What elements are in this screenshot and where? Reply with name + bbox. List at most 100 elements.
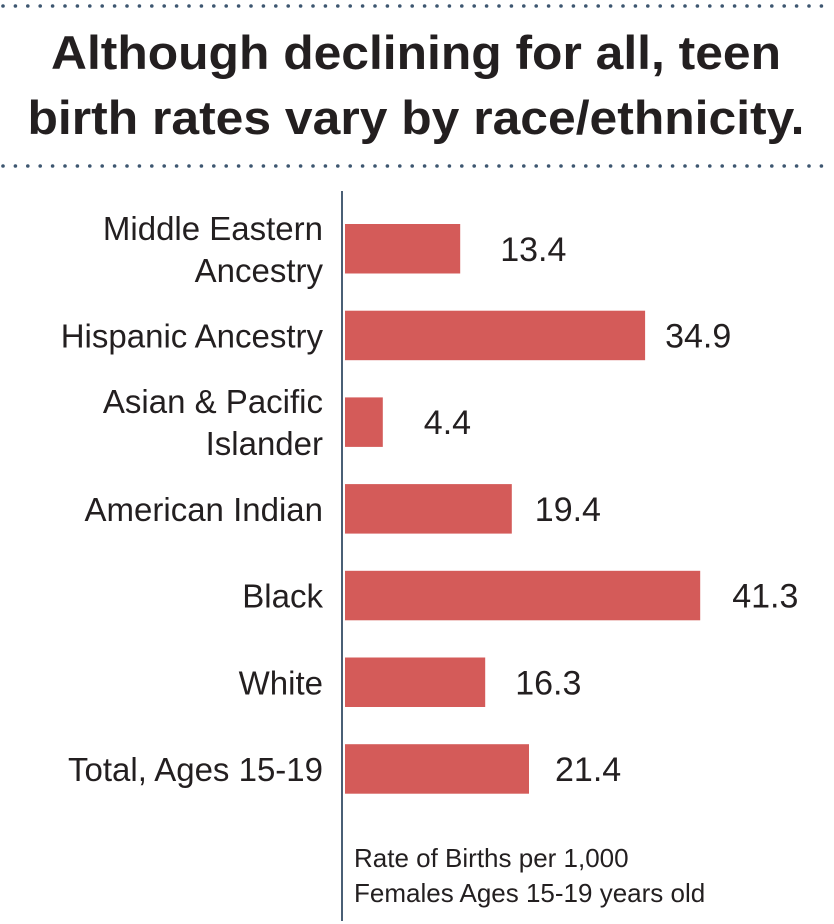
divider-dot bbox=[75, 164, 80, 168]
divider-dot bbox=[695, 4, 700, 8]
divider-dot bbox=[534, 4, 538, 8]
divider-dot bbox=[125, 4, 129, 8]
divider-dot bbox=[695, 164, 700, 168]
divider-dot bbox=[484, 4, 489, 8]
value-label: 34.9 bbox=[665, 317, 731, 355]
divider-dot bbox=[708, 164, 712, 168]
divider-dot bbox=[1, 4, 5, 8]
divider-dot bbox=[422, 164, 427, 168]
divider-dot bbox=[323, 164, 328, 168]
divider-dot bbox=[757, 164, 762, 168]
divider-dot bbox=[509, 164, 514, 168]
divider-dot bbox=[162, 164, 166, 168]
divider-dot bbox=[174, 4, 179, 8]
divider-dot bbox=[360, 164, 365, 168]
divider-dot bbox=[720, 4, 724, 8]
bar bbox=[345, 397, 383, 447]
divider-dot bbox=[75, 4, 80, 8]
divider-dot bbox=[410, 4, 415, 8]
divider-dot bbox=[757, 4, 762, 8]
divider-dot bbox=[819, 4, 824, 8]
axis-note: Rate of Births per 1,000 Females Ages 15… bbox=[354, 843, 705, 908]
divider-dot bbox=[522, 4, 526, 8]
chart-title: Although declining for all, teen birth r… bbox=[28, 26, 805, 144]
divider-dot bbox=[770, 164, 774, 168]
divider-dot bbox=[174, 164, 179, 168]
divider-dot bbox=[311, 164, 315, 168]
category-label: Islander bbox=[206, 425, 323, 462]
divider-dot bbox=[137, 164, 142, 168]
divider-dot bbox=[398, 4, 402, 8]
divider-dot bbox=[187, 4, 191, 8]
divider-dot bbox=[608, 164, 613, 168]
divider-dot bbox=[584, 4, 588, 8]
divider-dot bbox=[447, 4, 452, 8]
divider-dot bbox=[286, 4, 291, 8]
divider-dot bbox=[236, 164, 241, 168]
divider-dot bbox=[336, 4, 340, 8]
divider-dot bbox=[274, 4, 278, 8]
divider-dot bbox=[88, 164, 92, 168]
divider-dot bbox=[571, 4, 576, 8]
divider-dot bbox=[373, 164, 377, 168]
category-label: Middle Eastern bbox=[103, 210, 323, 247]
bar bbox=[345, 224, 461, 274]
divider-dot bbox=[732, 164, 737, 168]
top-dotted-divider bbox=[1, 4, 824, 8]
divider-dot bbox=[286, 164, 291, 168]
divider-dot bbox=[360, 4, 365, 8]
divider-dot bbox=[435, 4, 439, 8]
category-label: Asian & Pacific bbox=[103, 383, 323, 420]
divider-dot bbox=[187, 164, 191, 168]
divider-dot bbox=[794, 4, 799, 8]
divider-dot bbox=[13, 4, 18, 8]
divider-dot bbox=[212, 164, 216, 168]
divider-dot bbox=[311, 4, 315, 8]
divider-dot bbox=[224, 164, 228, 168]
divider-dot bbox=[398, 164, 402, 168]
divider-dot bbox=[249, 164, 253, 168]
divider-dot bbox=[38, 4, 42, 8]
bars bbox=[345, 224, 701, 794]
divider-dot bbox=[150, 164, 154, 168]
bottom-dotted-divider bbox=[1, 164, 824, 168]
category-label: American Indian bbox=[85, 491, 323, 528]
value-labels: 13.4 34.9 4.4 19.4 41.3 16.3 21.4 bbox=[424, 231, 799, 789]
divider-dot bbox=[807, 4, 811, 8]
divider-dot bbox=[460, 4, 464, 8]
divider-dot bbox=[460, 164, 464, 168]
divider-dot bbox=[497, 164, 501, 168]
divider-dot bbox=[596, 4, 600, 8]
divider-dot bbox=[100, 4, 104, 8]
divider-dot bbox=[546, 4, 551, 8]
divider-dot bbox=[50, 164, 55, 168]
category-label: Total, Ages 15-19 bbox=[68, 751, 323, 788]
divider-dot bbox=[658, 4, 662, 8]
divider-dot bbox=[261, 164, 266, 168]
divider-dot bbox=[807, 164, 811, 168]
divider-dot bbox=[584, 164, 588, 168]
divider-dot bbox=[348, 4, 353, 8]
divider-dot bbox=[199, 4, 204, 8]
divider-dot bbox=[621, 164, 625, 168]
divider-dot bbox=[38, 164, 42, 168]
divider-dot bbox=[683, 164, 687, 168]
divider-dot bbox=[633, 4, 638, 8]
divider-dot bbox=[745, 164, 749, 168]
divider-dot bbox=[770, 4, 774, 8]
divider-dot bbox=[112, 164, 117, 168]
divider-dot bbox=[236, 4, 241, 8]
divider-dot bbox=[571, 164, 576, 168]
divider-dot bbox=[1, 164, 5, 168]
bar bbox=[345, 657, 486, 707]
divider-dot bbox=[410, 164, 415, 168]
divider-dot bbox=[720, 164, 724, 168]
divider-dot bbox=[422, 4, 427, 8]
divider-dot bbox=[546, 164, 551, 168]
divider-dot bbox=[323, 4, 328, 8]
divider-dot bbox=[608, 4, 613, 8]
divider-dot bbox=[274, 164, 278, 168]
bar bbox=[345, 310, 646, 361]
divider-dot bbox=[472, 164, 477, 168]
